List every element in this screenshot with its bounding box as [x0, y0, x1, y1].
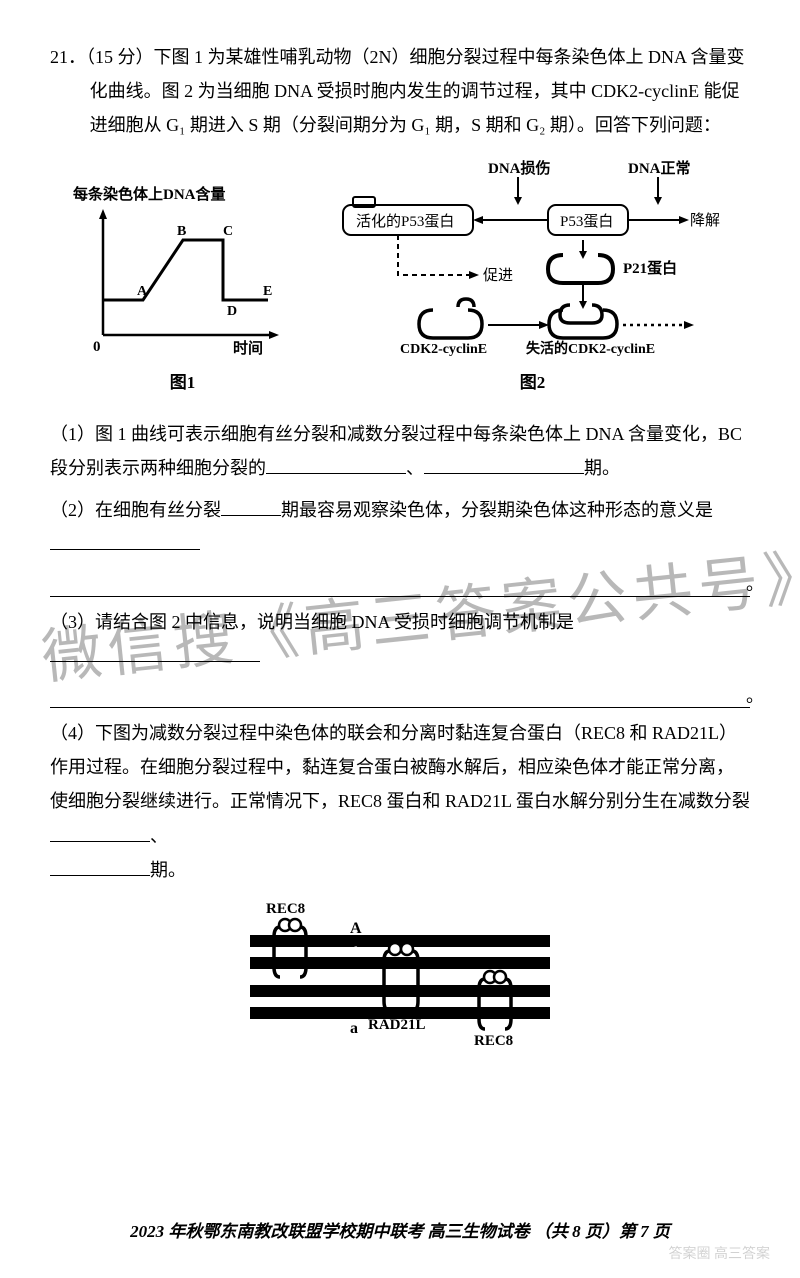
svg-text:a: a — [350, 992, 358, 1009]
sub-question-1: （1）图 1 曲线可表示细胞有丝分裂和减数分裂过程中每条染色体上 DNA 含量变… — [50, 417, 750, 485]
svg-text:E: E — [263, 284, 272, 299]
page-footer: 2023 年秋鄂东南教改联盟学校期中联考 高三生物试卷 （共 8 页）第 7 页 — [50, 1216, 750, 1248]
fig1-ylabel: 每条染色体上DNA含量 — [73, 185, 226, 203]
figures-row: 每条染色体上DNA含量 A B C D E 0 时间 图1 DNA损伤 DNA正… — [50, 155, 750, 399]
svg-text:REC8: REC8 — [474, 1033, 513, 1049]
svg-text:P53蛋白: P53蛋白 — [560, 213, 613, 230]
footer-watermark: 答案圈 高三答案 — [669, 1242, 771, 1269]
svg-text:DNA正常: DNA正常 — [628, 159, 691, 177]
question-text: 下图 1 为某雄性哺乳动物（2N）细胞分裂过程中每条染色体上 DNA 含量变化曲… — [90, 47, 745, 135]
svg-text:C: C — [223, 224, 233, 239]
svg-text:D: D — [227, 304, 237, 319]
svg-text:A: A — [137, 284, 148, 299]
sub-question-3: （3）请结合图 2 中信息，说明当细胞 DNA 受损时细胞调节机制是 。 — [50, 605, 750, 708]
svg-text:时间: 时间 — [233, 339, 263, 357]
fig2-caption: 图2 — [338, 367, 728, 399]
svg-text:0: 0 — [93, 339, 101, 355]
svg-text:A: A — [350, 920, 362, 937]
question-number: 21． — [50, 47, 86, 67]
sub-question-4: （4）下图为减数分裂过程中染色体的联会和分离时黏连复合蛋白（REC8 和 RAD… — [50, 716, 750, 887]
question-stem: 21．（15 分）下图 1 为某雄性哺乳动物（2N）细胞分裂过程中每条染色体上 … — [50, 40, 750, 143]
svg-text:失活的CDK2-cyclinE: 失活的CDK2-cyclinE — [526, 340, 655, 357]
svg-text:a: a — [350, 1020, 358, 1037]
svg-text:RAD21L: RAD21L — [368, 1017, 426, 1033]
svg-text:促进: 促进 — [483, 267, 513, 284]
figure-3: REC8 A A RAD21L a a REC8 — [50, 895, 750, 1066]
svg-text:B: B — [177, 224, 186, 239]
sub-question-2: （2）在细胞有丝分裂期最容易观察染色体，分裂期染色体这种形态的意义是 。 — [50, 493, 750, 596]
svg-text:DNA损伤: DNA损伤 — [488, 159, 551, 177]
svg-text:A: A — [350, 944, 362, 961]
svg-text:REC8: REC8 — [266, 901, 305, 917]
svg-text:活化的P53蛋白: 活化的P53蛋白 — [356, 213, 454, 230]
figure-1: 每条染色体上DNA含量 A B C D E 0 时间 图1 — [73, 185, 293, 399]
svg-text:P21蛋白: P21蛋白 — [623, 259, 677, 277]
svg-text:CDK2-cyclinE: CDK2-cyclinE — [400, 342, 487, 357]
figure-2: DNA损伤 DNA正常 活化的P53蛋白 P53蛋白 降解 促进 — [338, 155, 728, 399]
question-points: （15 分） — [86, 47, 154, 67]
fig1-caption: 图1 — [73, 367, 293, 399]
svg-text:降解: 降解 — [690, 212, 720, 229]
